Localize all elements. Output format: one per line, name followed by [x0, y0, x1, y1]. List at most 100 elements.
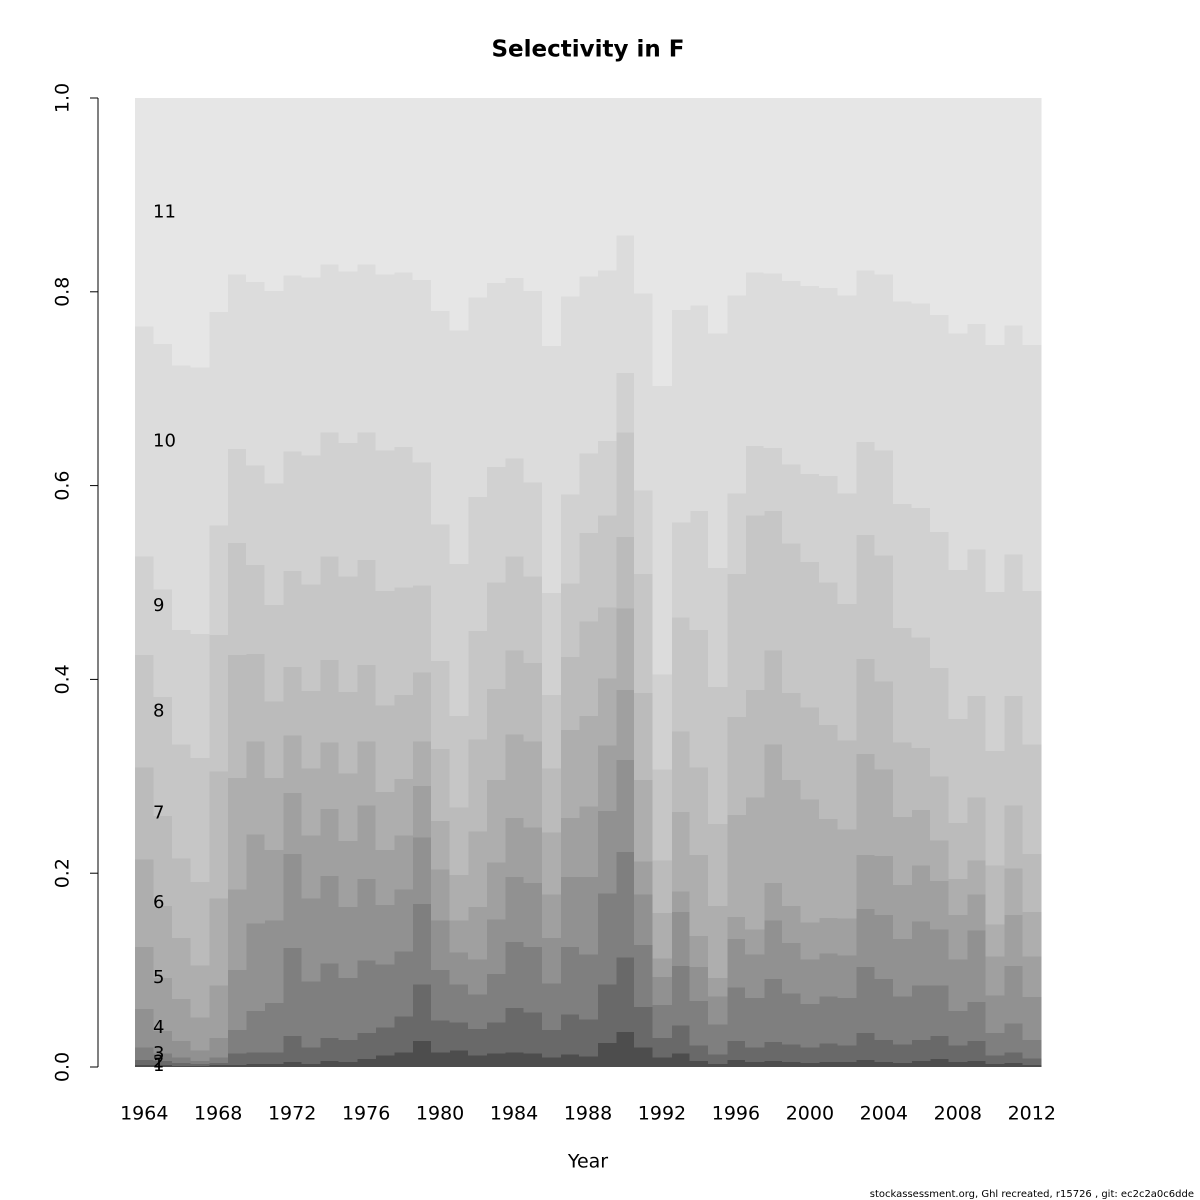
bar-segment	[171, 1040, 192, 1058]
bar-segment	[745, 1047, 765, 1063]
bar-segment	[837, 98, 857, 296]
bar-segment	[1022, 997, 1042, 1040]
bar-segment	[948, 569, 968, 720]
bar-segment	[930, 840, 950, 881]
bar-segment	[819, 98, 839, 288]
bar-segment	[356, 1059, 376, 1067]
bar-segment	[634, 944, 654, 1007]
bar-segment	[375, 705, 395, 792]
bar-segment	[597, 811, 617, 894]
bar-segment	[578, 806, 598, 878]
bar-segment	[634, 1047, 654, 1067]
bar-segment	[208, 1065, 229, 1067]
bar-segment	[782, 1044, 802, 1063]
bar-segment	[578, 453, 598, 534]
bar-segment	[800, 1047, 820, 1064]
bar-segment	[319, 660, 339, 743]
bar-segment	[282, 98, 303, 276]
bar-segment	[874, 1039, 894, 1063]
bar-segment	[578, 1056, 598, 1067]
bar-segment	[486, 780, 506, 863]
bar-segment	[967, 549, 987, 696]
bar-segment	[356, 879, 376, 961]
bar-segment	[282, 1062, 303, 1067]
bar-segment	[245, 465, 266, 566]
bar-segment	[726, 295, 746, 494]
bar-segment	[597, 515, 617, 608]
bar-segment	[985, 865, 1005, 925]
bar-segment	[393, 587, 413, 695]
bar-segment	[375, 791, 395, 850]
bar-segment	[745, 797, 765, 930]
bar-segment	[911, 637, 931, 749]
bar-segment	[782, 281, 802, 465]
bar-segment	[708, 333, 728, 568]
bar-segment	[264, 604, 284, 702]
bar-segment	[338, 1039, 358, 1063]
bar-segment	[430, 1052, 450, 1067]
bar-segment	[208, 312, 229, 526]
bar-segment	[245, 565, 266, 655]
bar-segment	[393, 951, 413, 1017]
bar-segment	[911, 985, 931, 1040]
bar-segment	[578, 954, 598, 1020]
x-tick-label: 2000	[786, 1103, 834, 1125]
bar-segment	[171, 1063, 192, 1067]
bar-segment	[282, 947, 303, 1036]
bar-segment	[282, 1035, 303, 1063]
bar-segment	[208, 1057, 229, 1064]
bar-segment	[819, 724, 839, 819]
bar-segment	[393, 1016, 413, 1053]
bar-segment	[708, 1064, 728, 1067]
bar-segment	[430, 1020, 450, 1053]
bar-segment	[449, 1050, 469, 1067]
bar-segment	[782, 464, 802, 544]
bar-segment	[689, 1001, 709, 1046]
bar-segment	[227, 274, 247, 449]
bar-segment	[560, 296, 580, 495]
bar-segment	[745, 515, 765, 691]
bar-segment	[338, 691, 358, 774]
bar-segment	[1004, 98, 1024, 326]
bar-segment	[541, 694, 561, 769]
bar-segment	[504, 98, 524, 279]
bar-segment	[911, 748, 931, 811]
bar-segment	[911, 810, 931, 866]
bar-segment	[726, 1060, 746, 1067]
bar-segment	[430, 524, 450, 661]
bar-segment	[541, 894, 561, 939]
bar-segment	[208, 98, 229, 313]
bar-segment	[356, 560, 376, 665]
bar-segment	[726, 815, 746, 917]
bar-segment	[671, 310, 691, 523]
bar-segment	[671, 812, 691, 892]
bar-segment	[967, 695, 987, 798]
bar-segment	[486, 689, 506, 781]
bar-segment	[190, 633, 210, 758]
bar-segment	[541, 983, 561, 1031]
bar-segment	[893, 816, 913, 885]
bar-segment	[153, 977, 173, 1032]
bar-segment	[227, 1065, 247, 1067]
bar-segment	[227, 970, 247, 1031]
bar-segment	[393, 835, 413, 890]
bar-segment	[615, 851, 635, 958]
bar-segment	[985, 751, 1005, 866]
bar-segment	[930, 532, 950, 668]
bar-segment	[689, 936, 709, 968]
bar-segment	[467, 630, 487, 740]
bar-segment	[652, 958, 672, 977]
bar-segment	[726, 493, 746, 574]
bar-segment	[171, 999, 192, 1041]
bar-segment	[135, 326, 155, 557]
bar-segment	[1022, 1058, 1042, 1066]
bar-segment	[449, 330, 469, 565]
bar-segment	[745, 1062, 765, 1067]
bar-segment	[1022, 911, 1042, 957]
bar-segment	[153, 344, 173, 590]
bar-segment	[985, 1033, 1005, 1056]
bar-segment	[245, 1010, 266, 1053]
bar-segment	[1022, 1039, 1042, 1059]
bar-segment	[135, 946, 155, 1009]
bar-segment	[560, 817, 580, 878]
